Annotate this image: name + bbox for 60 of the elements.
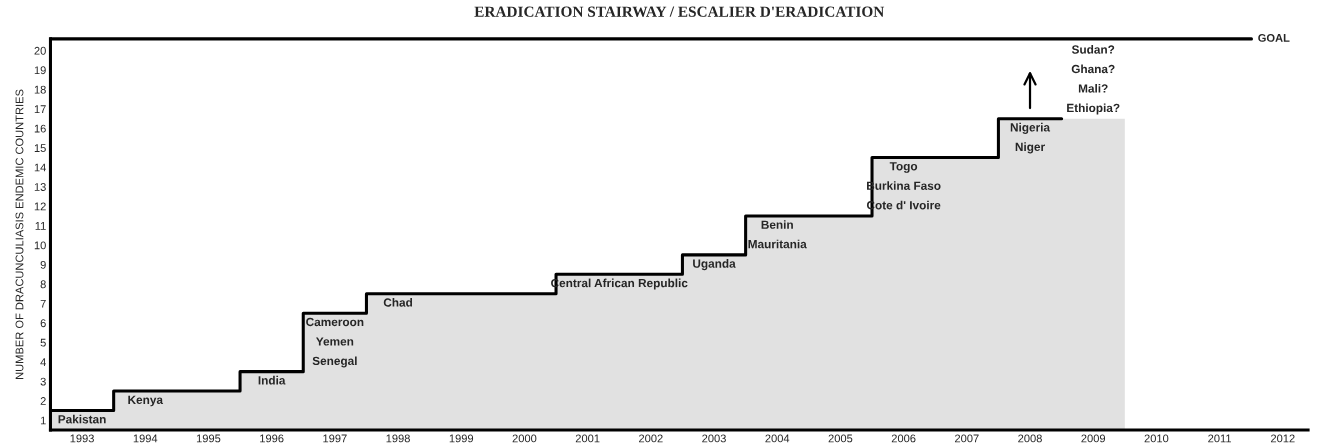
y-tick-label: 14 [34,163,46,172]
annotation: Chad [383,298,413,307]
y-tick-label: 18 [34,85,46,94]
y-tick-label: 12 [34,202,46,211]
x-tick-label: 1995 [196,434,221,443]
y-tick-label: 15 [34,144,46,152]
annotation: Nigeria [1010,122,1051,134]
annotation: Senegal [312,356,357,368]
x-tick-label: 2000 [512,434,537,443]
x-tick-label: 2001 [575,434,600,443]
annotation: Benin [761,220,793,229]
x-tick-label: 2003 [702,434,726,443]
annotation: Mauritania [748,239,807,249]
annotation: Ghana? [1071,64,1115,74]
chart-title: ERADICATION STAIRWAY / ESCALIER D'ERADICATION [474,6,885,17]
annotation: Ethiopia? [1067,103,1120,115]
y-tick-label: 5 [40,338,46,347]
x-tick-label: 1996 [260,434,284,443]
annotation: Niger [1015,142,1045,154]
y-tick-label: 1 [40,416,46,425]
y-axis-title: NUMBER OF DRACUNCULIASIS ENDEMIC COUNTRIES [15,89,24,379]
y-tick-label: 20 [34,46,46,55]
y-tick-label: 2 [40,397,46,405]
x-tick-label: 2009 [1081,434,1106,443]
x-tick-label: 2002 [639,434,663,443]
x-tick-label: 1999 [449,434,474,443]
y-tick-label: 9 [40,260,46,269]
x-tick-label: 2011 [1208,434,1232,443]
x-tick-label: 1998 [386,434,410,443]
ref-line-label: GOAL [1258,34,1290,42]
x-tick-label: 2012 [1271,434,1295,443]
x-tick-label: 2008 [1018,434,1042,443]
annotation: Togo [889,162,918,173]
y-tick-label: 17 [34,105,46,113]
annotation: Uganda [693,259,736,271]
x-tick-label: 1993 [70,434,94,443]
y-tick-label: 6 [40,319,46,328]
y-tick-label: 4 [40,358,46,366]
annotation: Cameroon [306,317,364,327]
annotation: Yemen [316,337,354,346]
annotation: Kenya [128,395,164,407]
x-tick-label: 1994 [133,434,158,443]
x-tick-label: 2004 [765,434,790,443]
y-tick-label: 13 [34,183,46,191]
y-tick-label: 11 [35,222,46,230]
y-tick-label: 19 [34,66,46,75]
x-tick-label: 2006 [891,434,916,443]
annotation: Mali? [1078,83,1108,93]
annotation: India [258,375,286,385]
y-tick-label: 16 [34,124,46,133]
y-tick-label: 7 [40,299,46,308]
y-tick-label: 10 [34,241,46,250]
y-tick-label: 3 [40,377,46,386]
annotation: Sudan? [1071,45,1115,54]
x-tick-label: 2005 [828,434,853,443]
x-tick-label: 2010 [1144,434,1169,443]
y-tick-label: 8 [40,280,46,289]
x-tick-label: 2007 [955,434,979,443]
annotation: Pakistan [58,414,106,424]
x-tick-label: 1997 [323,434,347,443]
